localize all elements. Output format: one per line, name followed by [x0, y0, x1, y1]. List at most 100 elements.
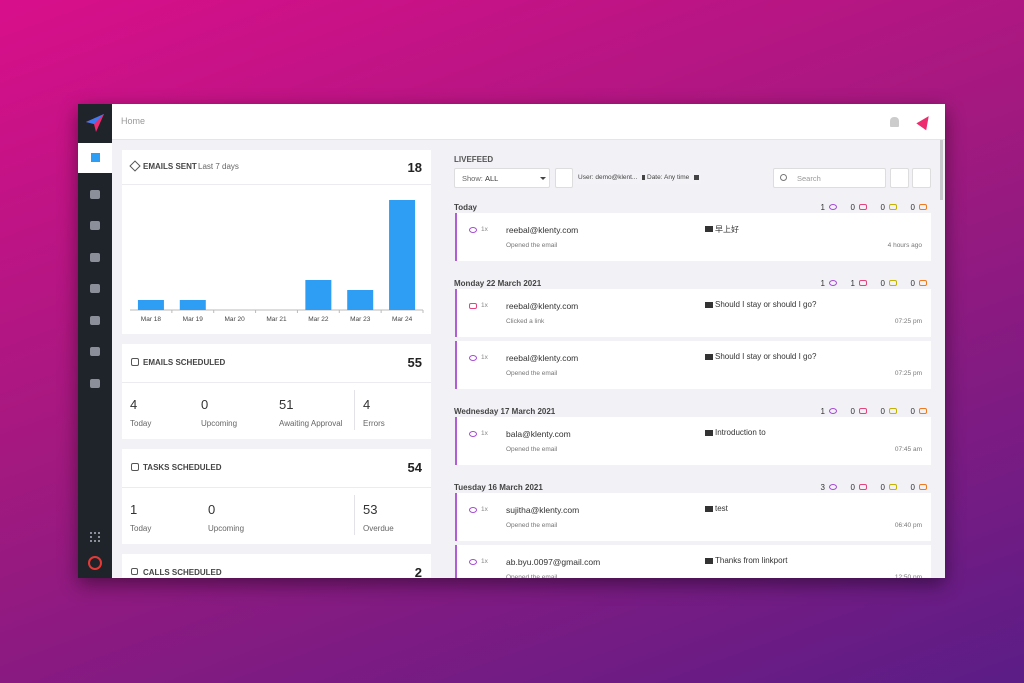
card-title: CALLS SCHEDULED	[143, 568, 222, 577]
bar	[305, 280, 332, 310]
contact-email: reebal@klenty.com	[506, 301, 579, 311]
chip-remove	[694, 175, 700, 180]
nav-icon[interactable]	[90, 379, 100, 388]
x-tick-label: Mar 18	[141, 316, 162, 323]
count-icon	[919, 204, 927, 210]
stat-value: 4	[363, 397, 371, 412]
time: 07:25 pm	[894, 318, 922, 325]
feed-item[interactable]: 1x bala@klenty.com Opened the email Introdu…	[455, 417, 931, 465]
count-value: 0	[910, 203, 915, 212]
nav-icon[interactable]	[90, 347, 100, 356]
stat-label: Errors	[363, 419, 385, 428]
feed-item[interactable]: 1x reebal@klenty.com Opened the email 早上好 4 …	[455, 213, 931, 261]
count-value: 1	[820, 203, 825, 212]
status: Clicked a link	[506, 318, 545, 325]
times: 1x	[481, 558, 488, 565]
count-value: 0	[910, 483, 915, 492]
card-total: 18	[407, 160, 422, 175]
scrollbar	[940, 140, 943, 200]
x-tick-label: Mar 19	[183, 316, 204, 323]
logo[interactable]	[78, 104, 112, 140]
subject: 早上好	[715, 225, 739, 234]
feed-item[interactable]: 1x sujitha@klenty.com Opened the email test…	[455, 493, 931, 541]
card-total: 2	[414, 565, 422, 578]
card-total: 54	[407, 460, 422, 475]
calls-scheduled-card: CALLS SCHEDULED 2	[122, 554, 431, 578]
avatar-logo[interactable]	[916, 112, 934, 131]
x-tick-label: Mar 22	[308, 316, 329, 323]
download-button[interactable]	[890, 168, 909, 188]
stat-separator	[354, 495, 355, 535]
search-box[interactable]: Search	[773, 168, 886, 188]
nav-help[interactable]	[88, 556, 102, 570]
x-tick-label: Mar 20	[225, 316, 246, 323]
count-value: 1	[820, 279, 825, 288]
times: 1x	[481, 354, 488, 361]
bar	[137, 300, 164, 310]
feed-item[interactable]: 1x reebal@klenty.com Opened the email Shoul…	[455, 341, 931, 389]
stat-value: 53	[363, 502, 378, 517]
count-value: 1	[820, 407, 825, 416]
time: 4 hours ago	[887, 242, 922, 249]
notification-bell[interactable]	[890, 117, 899, 127]
chip-remove	[642, 175, 648, 180]
stat-value: 0	[201, 397, 209, 412]
show-dropdown[interactable]: Show: ALL	[454, 168, 550, 188]
show-value: ALL	[485, 174, 499, 183]
mail-icon	[705, 506, 713, 512]
contact-email: ab.byu.0097@gmail.com	[506, 557, 601, 567]
filter-button[interactable]	[555, 168, 573, 188]
count-value: 0	[910, 407, 915, 416]
stat-label: Overdue	[363, 524, 394, 533]
card-total: 55	[407, 355, 422, 370]
card-icon	[129, 160, 141, 172]
card-icon	[131, 358, 139, 366]
logo-shape	[86, 114, 104, 124]
breadcrumb[interactable]: Home	[121, 116, 146, 126]
status: Opened the email	[506, 370, 558, 377]
count-value: 0	[880, 483, 885, 492]
nav-icon[interactable]	[90, 253, 100, 262]
count-icon	[829, 204, 837, 210]
feed-item[interactable]: 1x ab.byu.0097@gmail.com Opened the email T…	[455, 545, 931, 578]
subject: Should I stay or should I go?	[715, 352, 817, 361]
count-icon	[829, 484, 837, 490]
stat-value: 4	[130, 397, 138, 412]
nav-icon[interactable]	[91, 153, 100, 162]
action-icon	[469, 303, 477, 309]
nav-icon[interactable]	[90, 190, 100, 199]
action-icon	[469, 559, 477, 565]
subject: Should I stay or should I go?	[715, 300, 817, 309]
stat-value: 51	[279, 397, 294, 412]
nav-icon[interactable]	[90, 284, 100, 293]
time: 07:25 pm	[894, 370, 922, 377]
contact-email: reebal@klenty.com	[506, 225, 579, 235]
bar	[347, 290, 374, 310]
scheduled-card: TASKS SCHEDULED 54 1 Today 0 Upcoming 53 Overdu…	[122, 449, 431, 544]
card-title: EMAILS SENT	[143, 162, 197, 171]
action-icon	[469, 431, 477, 437]
mail-icon	[705, 226, 713, 232]
feed-item[interactable]: 1x reebal@klenty.com Clicked a link Should …	[455, 289, 931, 337]
emails-sent-card: EMAILS SENT Last 7 days 18 Mar 18 Mar 19 Mar …	[122, 150, 431, 334]
search-icon	[780, 174, 787, 181]
count-icon	[829, 408, 837, 414]
dropdown-caret	[540, 177, 546, 180]
app-window: Home EMAILS SENT Last 7 days 18 Mar 18 Mar 19…	[78, 104, 945, 578]
status: Opened the email	[506, 574, 558, 578]
contact-email: sujitha@klenty.com	[506, 505, 580, 515]
show-label: Show:	[462, 174, 483, 183]
nav-icon[interactable]	[90, 316, 100, 325]
nav-icon[interactable]	[90, 221, 100, 230]
filter-chip[interactable]: User: demo@klent...	[576, 172, 650, 184]
mail-icon	[705, 354, 713, 360]
subject: Thanks from linkport	[715, 556, 788, 565]
sidebar	[78, 104, 112, 578]
status: Opened the email	[506, 446, 558, 453]
action-icon	[469, 227, 477, 233]
nav-apps[interactable]	[90, 532, 100, 542]
refresh-button[interactable]	[912, 168, 931, 188]
filter-chip[interactable]: Date: Any time	[645, 172, 702, 184]
group-date: Today	[454, 203, 477, 212]
x-tick-label: Mar 21	[266, 316, 287, 323]
